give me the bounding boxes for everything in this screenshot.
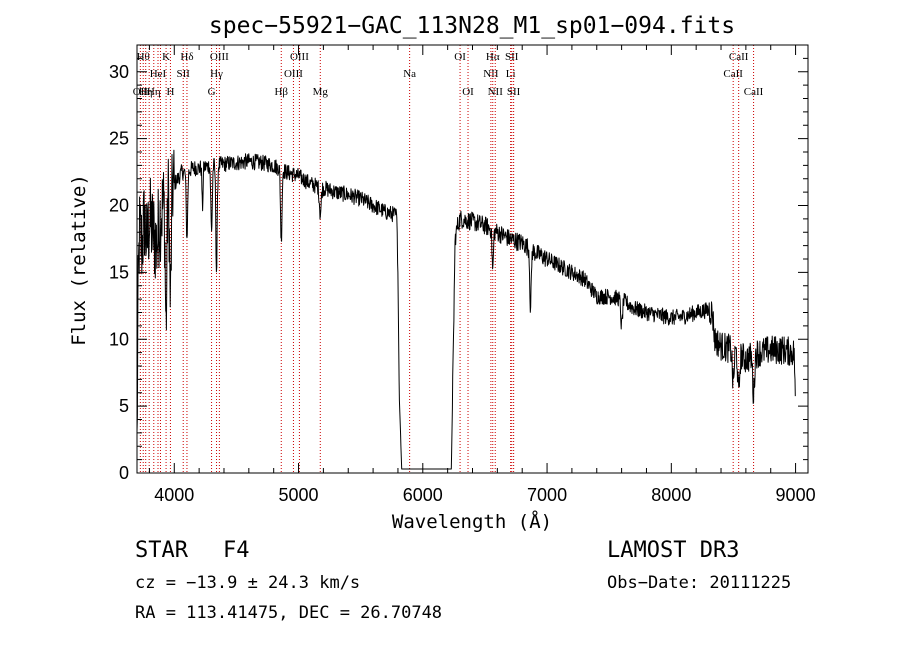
y-tick-label: 10 — [109, 329, 129, 349]
redshift-label: cz = −13.9 ± 24.3 km/s — [135, 573, 361, 593]
line-marker-label: CaII — [723, 68, 743, 80]
line-marker-label: Hβ — [274, 86, 288, 98]
line-marker-label: Mg — [313, 86, 329, 98]
y-axis-label: Flux (relative) — [68, 174, 90, 346]
y-tick-label: 30 — [109, 62, 129, 82]
line-marker-label: SII — [507, 86, 521, 98]
y-tick-label: 15 — [109, 262, 129, 282]
line-marker-label: NII — [488, 86, 504, 98]
line-marker-label: Na — [403, 68, 416, 80]
line-marker-label: CaII — [744, 86, 764, 98]
line-marker-label: OIII — [284, 68, 303, 80]
line-marker-label: OIII — [290, 51, 309, 63]
x-axis: 4000 5000 6000 7000 8000 9000 — [148, 45, 816, 505]
line-marker-label: Hη — [139, 86, 153, 98]
chart-title: spec−55921−GAC_113N28_M1_sp01−094.fits — [209, 13, 735, 39]
y-axis: 0 5 10 15 20 25 30 — [109, 44, 808, 483]
survey-label: LAMOST DR3 — [607, 538, 740, 563]
spectrum-line — [136, 149, 796, 470]
line-marker-label: H — [166, 86, 174, 98]
line-marker-label: Hη — [147, 86, 161, 98]
x-tick-label: 4000 — [154, 485, 194, 505]
x-tick-label: 5000 — [279, 485, 319, 505]
classification-line: STAR F4 — [135, 538, 249, 563]
line-marker-label: Li — [506, 68, 516, 80]
x-tick-label: 7000 — [527, 485, 567, 505]
line-marker-label: Hδ — [180, 51, 193, 63]
line-marker-label: K — [162, 51, 170, 63]
x-tick-label: 9000 — [776, 485, 816, 505]
line-marker-label: G — [208, 86, 216, 98]
subclass-label: F4 — [222, 538, 250, 563]
classification-label: STAR — [135, 538, 188, 563]
y-tick-label: 0 — [119, 463, 129, 483]
y-tick-label: 5 — [119, 396, 129, 416]
line-marker-label: OI — [454, 51, 466, 63]
obs-date-label: Obs−Date: 20111225 — [607, 573, 792, 593]
line-marker-label: SII — [176, 68, 190, 80]
line-marker-label: SII — [505, 51, 519, 63]
line-marker-label: OIII — [210, 51, 229, 63]
line-marker-label: NII — [483, 68, 499, 80]
y-tick-label: 20 — [109, 196, 129, 216]
coordinates-label: RA = 113.41475, DEC = 26.70748 — [135, 603, 443, 623]
line-marker-label: OI — [462, 86, 474, 98]
line-marker-label: HeI — [150, 68, 167, 80]
line-marker-label: Hα — [486, 51, 500, 63]
line-marker-label: Hγ — [210, 68, 223, 80]
line-marker-label: Hθ — [137, 51, 150, 63]
line-marker-label: CaII — [729, 51, 749, 63]
x-tick-label: 6000 — [403, 485, 443, 505]
x-axis-label: Wavelength (Å) — [392, 510, 552, 533]
x-tick-label: 8000 — [651, 485, 691, 505]
y-tick-label: 25 — [109, 129, 129, 149]
plot-frame — [136, 44, 809, 474]
line-marker-layer: OIIHθHηHηHeIKHSIIHδGHγOIIIHβOIIIOIIIMgNa… — [133, 45, 764, 473]
